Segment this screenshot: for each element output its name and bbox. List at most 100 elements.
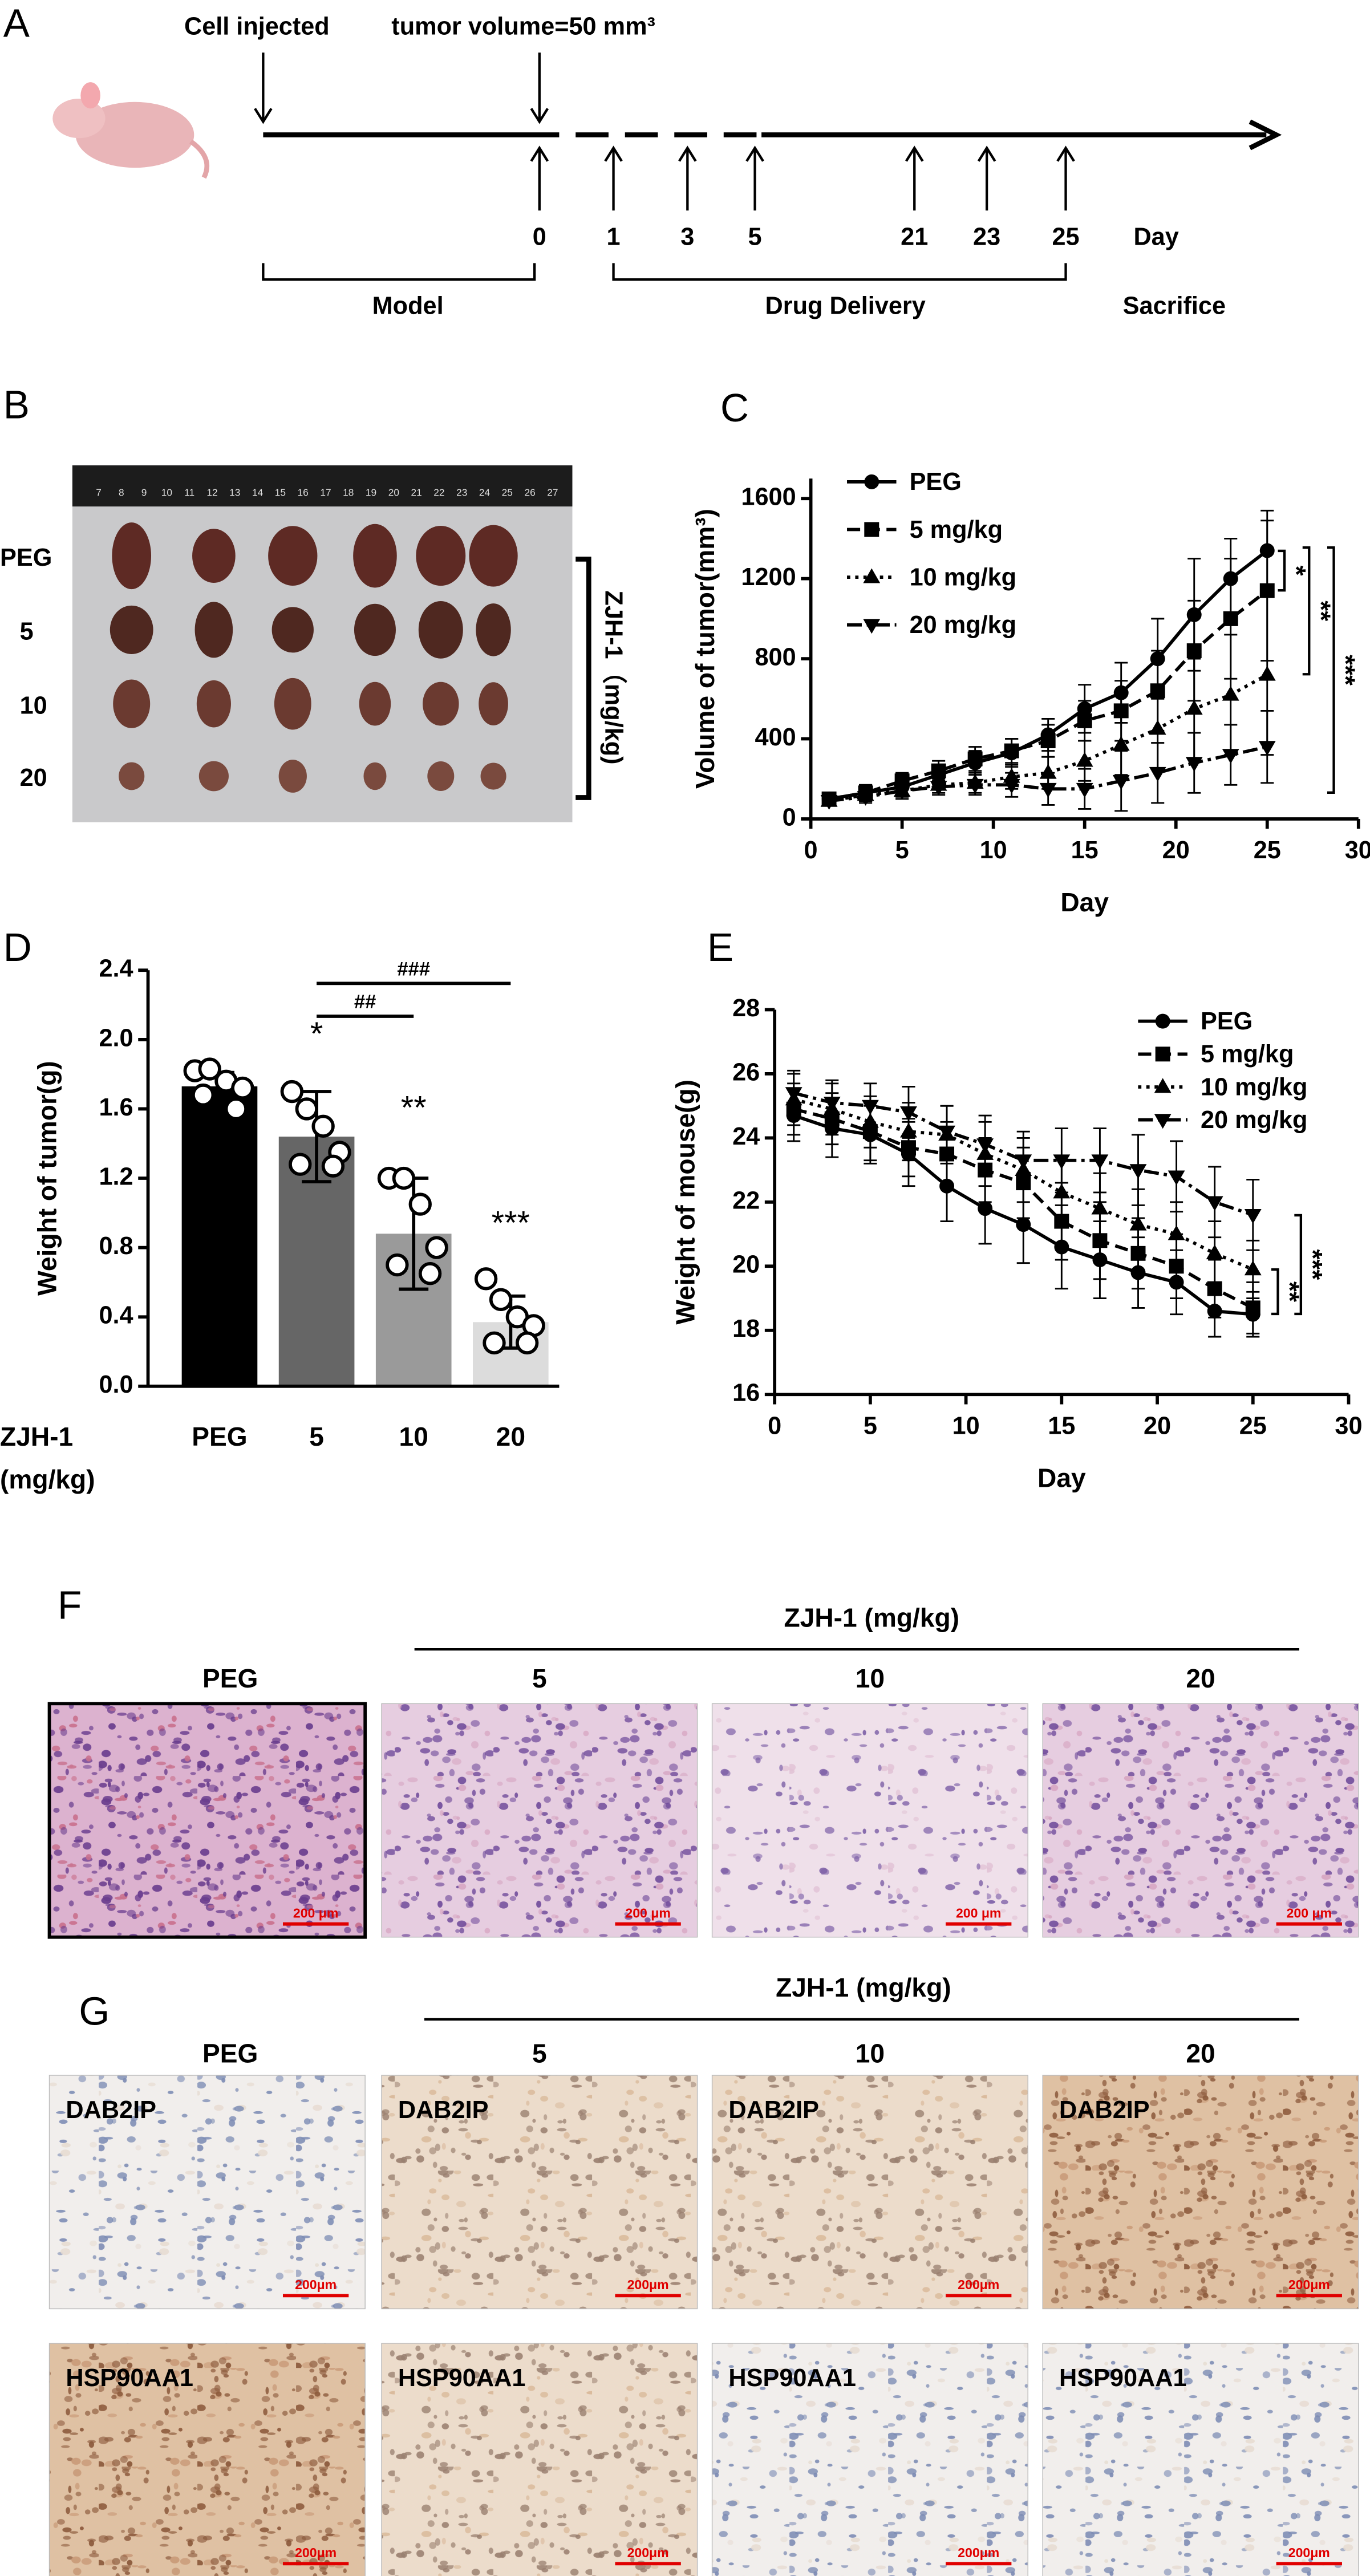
x-axis-label: ZJH-1 <box>0 1422 73 1451</box>
y-axis-label: Volume of tumor(mm³) <box>690 509 720 789</box>
x-tick-label: 5 <box>309 1422 324 1451</box>
legend-label: 10 mg/kg <box>910 563 1017 591</box>
y-tick-label: 2.0 <box>99 1024 133 1052</box>
significance-label: ** <box>401 1090 427 1126</box>
tumor <box>198 761 229 792</box>
tumor <box>423 681 459 726</box>
tumor <box>196 680 231 728</box>
group-label: PEG <box>202 2039 258 2068</box>
data-point <box>966 778 984 794</box>
x-tick-label: 5 <box>864 1412 877 1439</box>
data-point <box>863 568 881 583</box>
data-point <box>857 790 874 806</box>
group-label: 10 <box>856 2039 885 2068</box>
scale-bar-label: 200μm <box>958 2545 999 2560</box>
row-label: 5 <box>20 618 34 646</box>
tumor <box>427 761 455 792</box>
ruler-number: 16 <box>298 487 309 498</box>
data-point <box>1149 766 1166 782</box>
scale-bar-label: 200 μm <box>293 1905 338 1920</box>
data-point <box>408 1192 432 1216</box>
data-point <box>864 522 879 537</box>
y-tick-label: 28 <box>732 995 760 1022</box>
micrograph <box>47 1702 367 1939</box>
x-tick-label: 0 <box>768 1412 781 1439</box>
data-point <box>900 1106 917 1121</box>
day-number: 0 <box>533 224 546 251</box>
data-point <box>1168 1170 1185 1186</box>
ruler-number: 7 <box>96 487 102 498</box>
significance-label: * <box>310 1016 323 1052</box>
data-point <box>938 1125 955 1141</box>
x-axis-label: Day <box>1037 1463 1086 1492</box>
significance-label: *** <box>492 1204 530 1241</box>
data-point <box>392 1166 416 1190</box>
arrowhead <box>905 145 924 162</box>
data-point <box>1149 720 1166 735</box>
ruler-number: 21 <box>411 487 421 498</box>
ruler-number: 24 <box>479 487 491 498</box>
significance-bracket <box>1271 1268 1279 1316</box>
x-tick-label: 10 <box>399 1422 428 1451</box>
x-tick-label: 10 <box>980 837 1007 864</box>
tumor <box>416 526 466 586</box>
tumor <box>353 524 397 588</box>
row-label: 10 <box>20 692 47 719</box>
data-point <box>1186 643 1202 659</box>
ruler-number: 22 <box>433 487 444 498</box>
micrograph <box>711 1703 1028 1938</box>
day-number: 5 <box>748 224 762 251</box>
data-point <box>823 1097 841 1112</box>
brackets <box>262 263 1067 281</box>
data-point <box>1016 1217 1031 1232</box>
data-point <box>1155 1046 1170 1062</box>
data-point <box>785 1087 802 1102</box>
tumor <box>194 602 233 658</box>
panel-letter: G <box>79 1989 110 2034</box>
data-point <box>1003 778 1020 794</box>
group-label: 20 <box>1186 1664 1215 1693</box>
ruler-number: 20 <box>388 487 399 498</box>
data-point <box>231 1076 254 1100</box>
data-point <box>483 1331 506 1354</box>
arrowhead <box>678 145 697 162</box>
ruler-number: 15 <box>275 487 286 498</box>
phase-label: Drug Delivery <box>765 293 926 320</box>
micrograph <box>48 2343 366 2576</box>
tumor <box>119 762 145 790</box>
mouse-tail <box>189 139 210 179</box>
tumor <box>363 762 387 790</box>
y-tick-label: 1.2 <box>99 1163 133 1190</box>
marker-label: HSP90AA1 <box>66 2364 193 2392</box>
significance-label: * <box>1282 566 1311 576</box>
data-point <box>1222 749 1239 764</box>
data-point <box>515 1331 539 1354</box>
data-point <box>863 619 881 634</box>
group-label: 5 <box>532 2039 547 2068</box>
data-point <box>861 1100 879 1115</box>
y-tick-label: 0.8 <box>99 1232 133 1260</box>
data-point <box>1053 1154 1071 1170</box>
mouse-ear <box>80 82 100 109</box>
scale-bar-label: 200 μm <box>625 1905 670 1920</box>
x-tick-label: 15 <box>1048 1412 1075 1439</box>
y-tick-label: 18 <box>732 1315 760 1342</box>
legend-label: 5 mg/kg <box>910 516 1003 543</box>
x-axis-label: Day <box>1060 887 1109 917</box>
tumor <box>418 601 463 659</box>
x-tick-label: 30 <box>1345 837 1370 864</box>
y-tick-label: 26 <box>732 1058 760 1086</box>
tumor <box>278 760 307 793</box>
micrograph <box>1042 2075 1359 2310</box>
legend-label: PEG <box>910 468 962 496</box>
data-point <box>1076 782 1093 798</box>
data-point <box>1185 700 1203 715</box>
x-tick-label: 0 <box>804 837 818 864</box>
micrograph <box>381 1703 698 1938</box>
data-point <box>930 781 947 796</box>
data-point <box>1244 1260 1262 1276</box>
data-point <box>289 1153 312 1176</box>
significance-bracket <box>1278 549 1286 592</box>
micrograph <box>711 2343 1028 2576</box>
tumor <box>110 605 153 654</box>
